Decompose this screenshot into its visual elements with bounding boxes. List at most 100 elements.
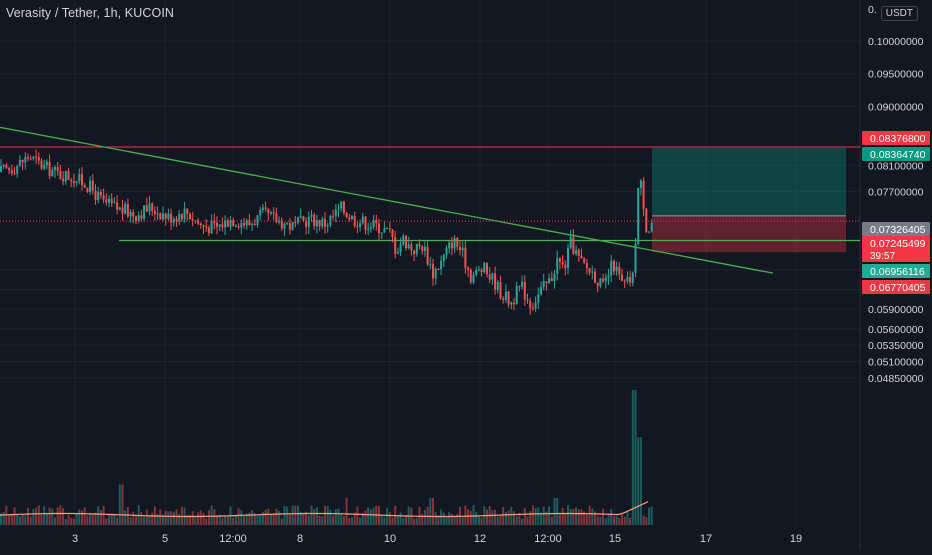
candle-body <box>64 171 67 182</box>
candle-body <box>153 210 156 214</box>
volume-bar <box>2 511 5 525</box>
candle-body <box>556 258 559 274</box>
volume-bar <box>8 515 11 525</box>
volume-bar <box>121 484 124 525</box>
volume-bar <box>369 509 372 525</box>
candle-body <box>180 213 183 220</box>
volume-bar <box>521 518 524 525</box>
volume-bar <box>504 512 507 525</box>
volume-bar <box>523 508 526 525</box>
candle-body <box>321 218 324 227</box>
candle-body <box>218 224 221 227</box>
volume-bar <box>267 508 270 525</box>
volume-bar <box>423 510 426 525</box>
candle-body <box>186 208 189 214</box>
volume-bar <box>440 509 443 525</box>
volume-bar <box>356 506 359 525</box>
currency-button[interactable]: USDT <box>880 6 918 21</box>
candle-body <box>261 207 264 210</box>
candle-body <box>283 223 286 229</box>
price-tick-label: 0.05900000 <box>868 304 924 316</box>
volume-bar <box>588 505 591 525</box>
candle-body <box>523 281 526 300</box>
volume-bar <box>78 509 81 525</box>
candle-body <box>550 278 553 282</box>
volume-bar <box>599 516 602 525</box>
volume-bar <box>37 505 40 525</box>
candle-body <box>599 278 602 287</box>
volume-bar <box>302 513 305 525</box>
volume-bar <box>540 512 542 525</box>
volume-bar <box>283 506 286 525</box>
candle-body <box>205 226 208 228</box>
volume-bar <box>83 507 86 525</box>
candle-body <box>243 223 245 226</box>
candle-body <box>588 268 591 273</box>
candle-body <box>191 219 194 221</box>
candle-body <box>386 227 389 229</box>
volume-bar <box>29 516 32 525</box>
volume-bar <box>194 517 197 525</box>
candle-body <box>45 161 48 166</box>
candle-body <box>232 219 235 227</box>
candle-body <box>99 191 102 196</box>
candle-body <box>486 263 488 275</box>
volume-bar <box>550 516 553 525</box>
volume-bar <box>313 509 316 525</box>
candle-body <box>567 247 569 269</box>
volume-bar <box>448 512 451 525</box>
volume-bar <box>342 516 345 525</box>
candle-body <box>437 268 440 270</box>
volume-bar <box>197 512 200 525</box>
volume-bar <box>81 510 83 525</box>
candle-body <box>453 237 456 249</box>
volume-bar <box>348 518 351 525</box>
volume-bar <box>345 498 348 525</box>
candle-body <box>24 156 27 163</box>
volume-bar <box>232 517 235 525</box>
volume-bar <box>253 513 256 525</box>
candle-body <box>402 235 405 245</box>
candle-body <box>5 164 8 169</box>
volume-bar <box>135 516 137 525</box>
volume-bar <box>237 508 240 525</box>
candle-body <box>18 159 21 167</box>
candle-body <box>213 220 216 223</box>
volume-bar <box>145 509 148 525</box>
candle-body <box>367 228 370 230</box>
volume-bar <box>421 513 424 525</box>
candle-body <box>280 220 283 229</box>
volume-bar <box>639 437 642 525</box>
candle-body <box>631 272 634 283</box>
volume-bar <box>118 484 121 525</box>
volume-bar <box>151 512 154 525</box>
candle-body <box>448 242 451 249</box>
volume-bar <box>27 507 29 525</box>
volume-bar <box>310 505 313 525</box>
volume-bar <box>40 514 43 525</box>
volume-bar <box>615 516 618 525</box>
volume-bar <box>494 509 497 525</box>
volume-bar <box>650 506 653 525</box>
candle-body <box>108 198 110 203</box>
volume-bar <box>545 511 548 525</box>
volume-bar <box>243 516 245 525</box>
candle-body <box>375 219 378 224</box>
candle-body <box>307 216 310 227</box>
volume-bar <box>502 507 505 525</box>
price-tick-label: 0.05350000 <box>868 340 924 352</box>
volume-bar <box>45 513 48 525</box>
candle-body <box>464 247 467 268</box>
candle-body <box>267 208 270 214</box>
volume-bar <box>564 513 567 525</box>
volume-bar <box>537 507 540 525</box>
volume-bar <box>286 506 289 525</box>
candle-body <box>564 264 567 269</box>
volume-bar <box>526 516 529 525</box>
volume-bar <box>248 512 251 525</box>
volume-bar <box>162 514 164 525</box>
candle-body <box>467 267 470 271</box>
volume-bar <box>226 516 229 525</box>
